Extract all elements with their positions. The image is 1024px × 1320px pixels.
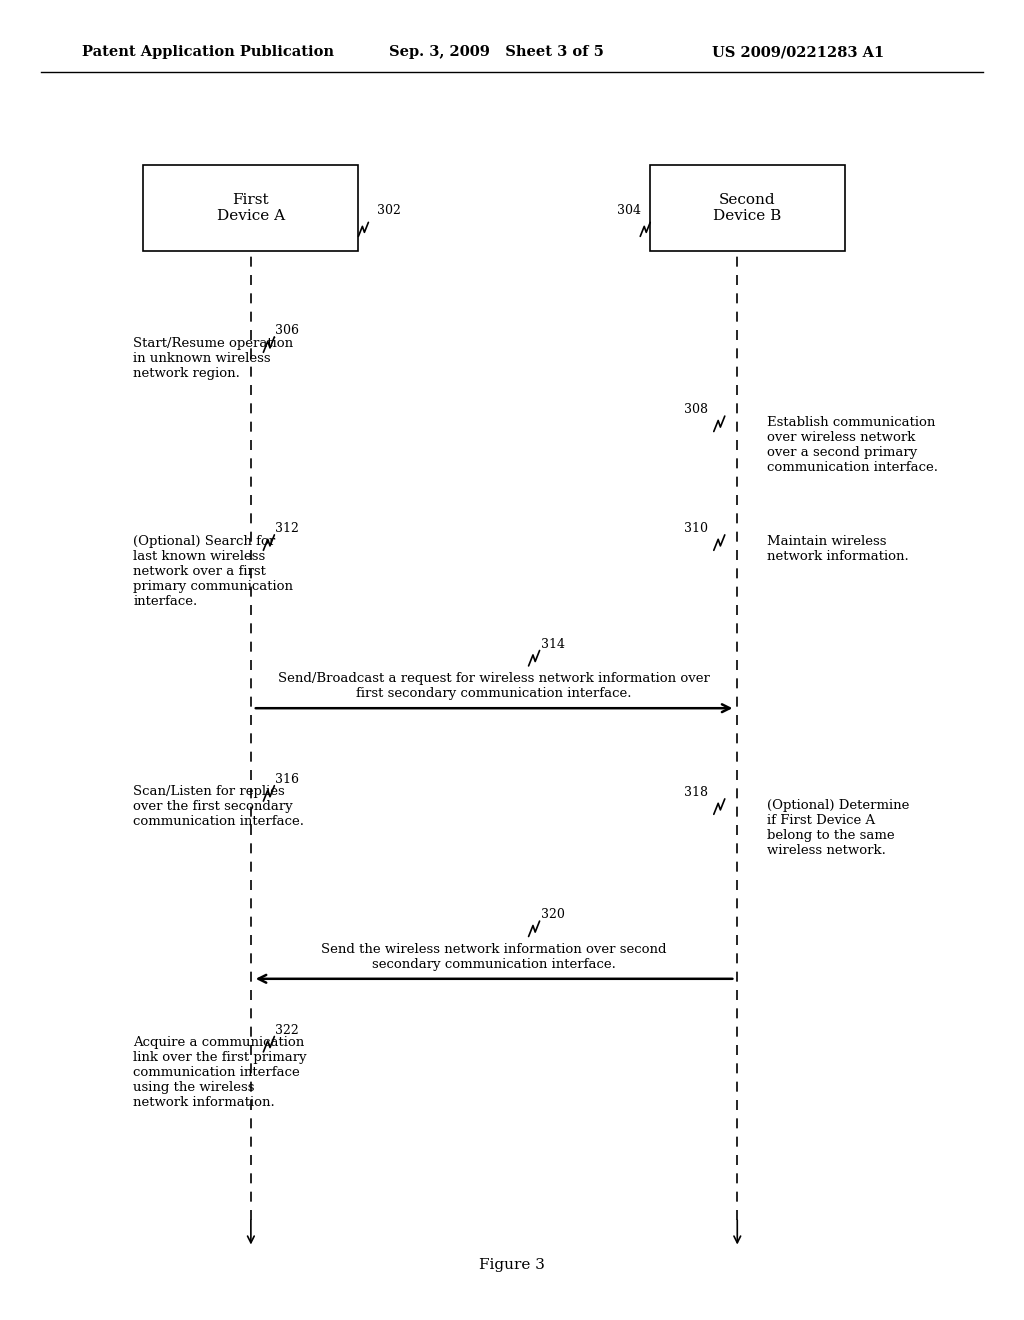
Text: Establish communication
over wireless network
over a second primary
communicatio: Establish communication over wireless ne… [767,416,938,474]
Text: Acquire a communication
link over the first primary
communication interface
usin: Acquire a communication link over the fi… [133,1036,307,1109]
Text: Sep. 3, 2009   Sheet 3 of 5: Sep. 3, 2009 Sheet 3 of 5 [389,45,604,59]
Text: 320: 320 [541,908,564,921]
Text: 304: 304 [617,205,641,218]
Text: Send/Broadcast a request for wireless network information over
first secondary c: Send/Broadcast a request for wireless ne… [279,672,710,700]
Text: First
Device A: First Device A [217,193,285,223]
Text: 322: 322 [275,1023,299,1036]
Text: (Optional) Determine
if First Device A
belong to the same
wireless network.: (Optional) Determine if First Device A b… [767,799,909,857]
Text: 318: 318 [684,785,708,799]
Text: Scan/Listen for replies
over the first secondary
communication interface.: Scan/Listen for replies over the first s… [133,785,304,829]
Text: 314: 314 [541,638,564,651]
Text: Figure 3: Figure 3 [479,1258,545,1271]
Bar [650,165,845,251]
Text: (Optional) Search for
last known wireless
network over a first
primary communica: (Optional) Search for last known wireles… [133,535,293,607]
Text: Start/Resume operation
in unknown wireless
network region.: Start/Resume operation in unknown wirele… [133,337,293,380]
Text: Send the wireless network information over second
secondary communication interf: Send the wireless network information ov… [322,942,667,970]
Text: 310: 310 [684,521,708,535]
Text: 302: 302 [378,205,401,218]
Text: 316: 316 [275,772,299,785]
Text: Second
Device B: Second Device B [714,193,781,223]
Text: Patent Application Publication: Patent Application Publication [82,45,334,59]
Text: 306: 306 [275,323,299,337]
Text: 308: 308 [684,403,708,416]
Text: 312: 312 [275,521,299,535]
Text: US 2009/0221283 A1: US 2009/0221283 A1 [712,45,884,59]
Bar [143,165,358,251]
Text: Maintain wireless
network information.: Maintain wireless network information. [767,535,909,562]
